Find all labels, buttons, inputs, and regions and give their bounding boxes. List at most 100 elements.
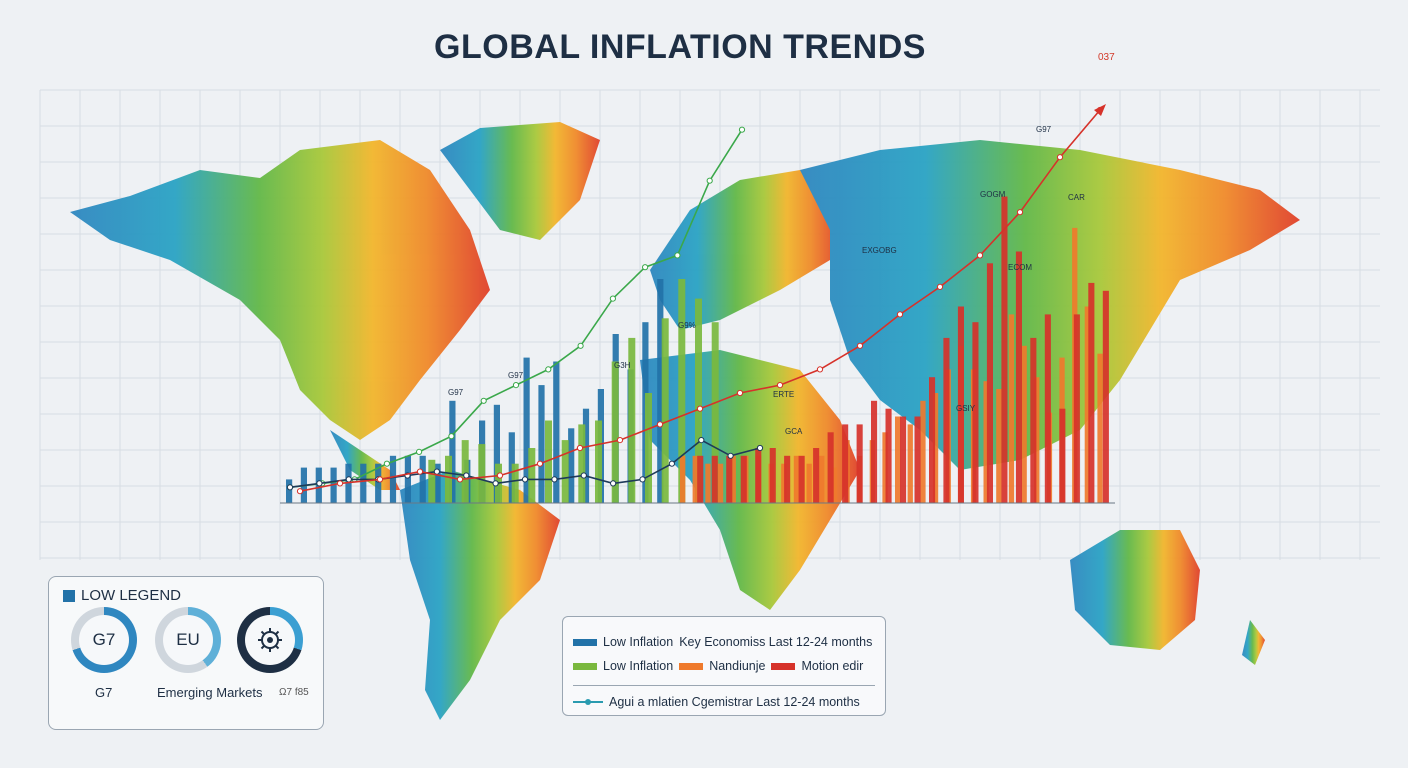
bar-2-16 — [882, 432, 888, 503]
donut-g7-label: G7 — [79, 615, 129, 665]
line-point-0-4 — [416, 448, 423, 455]
bar-1-2 — [461, 440, 469, 503]
bar-0-20 — [582, 408, 590, 503]
line-point-1-16 — [756, 444, 764, 452]
line-point-2-10 — [696, 405, 704, 412]
legend-label-low-inflation-blue: Low Inflation — [603, 635, 674, 649]
bar-1-13 — [645, 393, 652, 503]
bar-1-0 — [428, 459, 436, 503]
bar-0-19 — [568, 428, 575, 503]
bar-2-19 — [920, 400, 926, 503]
line-point-2-2 — [376, 476, 384, 483]
legend-swatch-green — [573, 662, 597, 670]
bar-0-6 — [375, 463, 382, 503]
bar-series — [286, 196, 1109, 504]
bar-2-20 — [932, 393, 939, 503]
bar-1-14 — [661, 318, 669, 503]
bar-3-27 — [1088, 282, 1095, 503]
bar-1-16 — [695, 298, 702, 503]
bar-3-21 — [1001, 196, 1008, 503]
line-point-1-10 — [580, 472, 587, 479]
world-map — [70, 122, 1300, 720]
bar-3-24 — [1044, 314, 1051, 503]
africa-shape — [640, 350, 860, 610]
line-point-2-8 — [616, 437, 624, 444]
bar-2-12 — [831, 467, 838, 503]
bar-1-8 — [561, 440, 569, 503]
new-zealand-shape — [1242, 620, 1265, 665]
bar-0-5 — [360, 463, 367, 503]
line-point-1-8 — [521, 476, 529, 483]
bar-2-24 — [983, 381, 989, 503]
line-point-1-7 — [492, 480, 499, 487]
line-point-1-2 — [345, 476, 352, 483]
donut-emerging-hole — [245, 615, 295, 665]
line-series — [286, 104, 1106, 495]
chart-annotation-5: GOGM — [980, 190, 1006, 199]
chart-annotation-1: G97 — [508, 371, 524, 380]
australia-shape — [1070, 530, 1200, 650]
line-point-2-16 — [936, 283, 944, 290]
bar-0-10 — [434, 463, 441, 503]
line-point-2-7 — [576, 444, 584, 452]
bar-2-17 — [895, 416, 901, 503]
legend-swatch-blue — [573, 638, 597, 646]
line-point-0-10 — [609, 295, 617, 302]
bar-3-20 — [986, 263, 993, 503]
bar-2-26 — [1008, 314, 1015, 503]
bar-3-28 — [1102, 290, 1109, 503]
asia-shape — [800, 140, 1300, 470]
line-point-1-5 — [433, 468, 440, 475]
chart-annotation-9: ERTE — [773, 390, 794, 399]
bar-1-17 — [711, 322, 719, 503]
corner-code: 037 — [1098, 52, 1115, 63]
central-america-shape — [330, 430, 400, 490]
line-point-2-0 — [296, 488, 304, 495]
bar-3-26 — [1073, 314, 1080, 503]
donut-eu-label: EU — [163, 615, 213, 665]
bar-3-6 — [784, 455, 791, 503]
line-point-2-9 — [656, 421, 664, 428]
bar-0-18 — [553, 361, 560, 503]
bar-2-32 — [1084, 306, 1090, 503]
line-point-0-6 — [480, 397, 487, 404]
bar-0-14 — [493, 404, 500, 504]
line-point-2-19 — [1056, 154, 1064, 161]
legend-row-2: Low Inflation Nandiunje Motion edir — [573, 659, 863, 673]
bar-2-25 — [996, 389, 1002, 503]
bar-3-9 — [827, 432, 834, 503]
line-point-2-18 — [1016, 209, 1024, 216]
bar-1-15 — [678, 279, 686, 503]
bar-2-1 — [692, 455, 698, 503]
chart-annotation-6: G97 — [1036, 125, 1052, 134]
legend-label-g7: G7 — [95, 685, 113, 700]
bar-2-2 — [705, 463, 711, 503]
legend-row-3: Agui a mlatien Cgemistrar Last 12-24 mon… — [573, 695, 860, 709]
line-point-0-12 — [674, 252, 681, 259]
chart-annotation-10: GCA — [785, 427, 803, 436]
legend-panel-right: Low Inflation Key Economiss Last 12-24 m… — [562, 616, 886, 716]
bar-1-12 — [628, 337, 636, 503]
bar-2-27 — [1021, 345, 1027, 503]
bar-2-11 — [819, 455, 825, 503]
legend-label-code: Ω7 f85 — [279, 687, 309, 698]
bar-1-3 — [478, 444, 486, 503]
bar-3-8 — [813, 448, 820, 503]
arrowhead-icon — [1094, 104, 1106, 116]
chart-title: GLOBAL INFLATION TRENDS — [434, 28, 926, 66]
line-point-0-13 — [706, 177, 713, 184]
bar-0-7 — [389, 455, 397, 503]
bar-1-10 — [595, 420, 602, 503]
legend-swatch-red — [771, 662, 796, 670]
bar-3-2 — [726, 455, 733, 503]
bar-0-16 — [523, 357, 530, 503]
greenland-shape — [440, 122, 600, 240]
line-point-0-7 — [512, 382, 520, 389]
bar-2-4 — [730, 455, 736, 503]
line-point-1-1 — [316, 480, 323, 487]
line-point-2-4 — [456, 476, 464, 483]
line-point-1-11 — [610, 480, 617, 487]
chart-annotation-11: GSIY — [956, 404, 976, 413]
bar-1-5 — [511, 463, 519, 503]
